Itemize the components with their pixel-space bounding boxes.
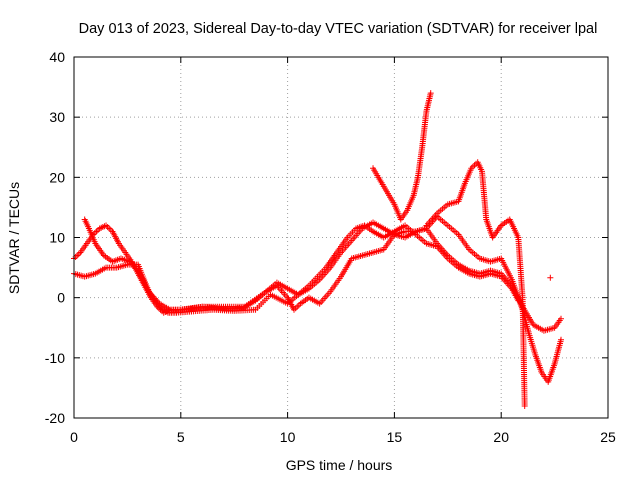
x-tick-label: 15: [387, 429, 403, 445]
y-tick-label: -10: [45, 350, 65, 366]
y-axis-label: SDTVAR / TECUs: [6, 182, 22, 294]
data-point: [427, 90, 434, 97]
grid-lines: [74, 57, 608, 418]
x-axis-label: GPS time / hours: [286, 457, 393, 473]
data-point: [558, 315, 565, 322]
data-point: [547, 274, 554, 281]
data-points: [71, 90, 565, 409]
x-tick-label: 20: [493, 429, 509, 445]
x-tick-label: 5: [177, 429, 185, 445]
data-point: [521, 402, 528, 409]
chart-title: Day 013 of 2023, Sidereal Day-to-day VTE…: [79, 21, 598, 37]
y-tick-label: 20: [49, 169, 65, 185]
y-tick-label: 30: [49, 109, 65, 125]
y-tick-label: 10: [49, 230, 65, 246]
data-point: [515, 297, 522, 304]
y-tick-label: -20: [45, 410, 65, 426]
y-tick-label: 40: [49, 49, 65, 65]
y-tick-label: 0: [57, 290, 65, 306]
data-point: [558, 336, 565, 343]
x-tick-label: 0: [70, 429, 78, 445]
x-tick-label: 10: [280, 429, 296, 445]
axis-ticks: 0 5 10 15 20 25 -20 -10 0 10 20 30 40: [45, 49, 616, 445]
x-tick-label: 25: [600, 429, 616, 445]
